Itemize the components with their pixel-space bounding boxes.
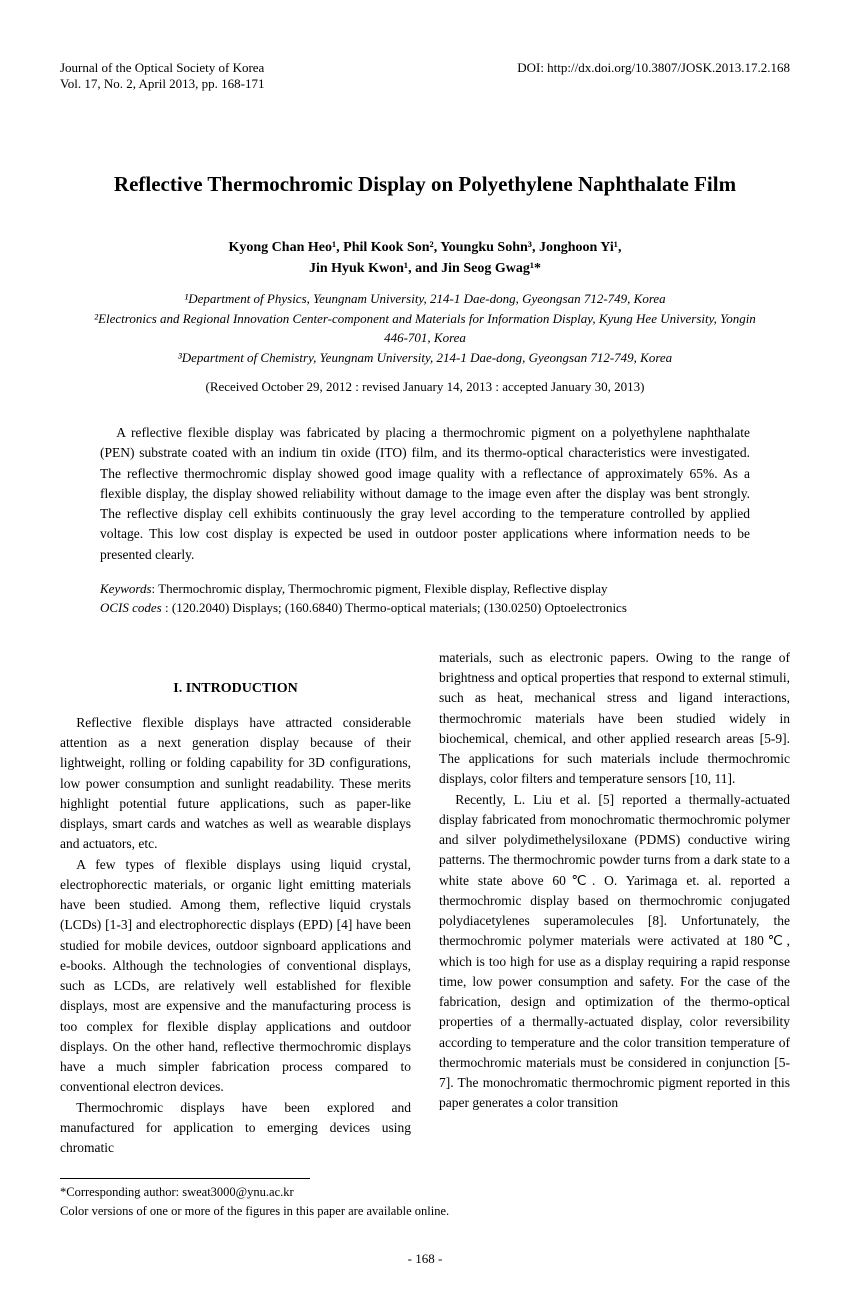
authors-line-2: Jin Hyuk Kwon¹, and Jin Seog Gwag¹*: [60, 258, 790, 279]
paragraph-1: Reflective flexible displays have attrac…: [60, 713, 411, 855]
body-columns: I. INTRODUCTION Reflective flexible disp…: [60, 648, 790, 1159]
paragraph-2: A few types of flexible displays using l…: [60, 855, 411, 1098]
ocis-text: : (120.2040) Displays; (160.6840) Thermo…: [162, 600, 627, 615]
affiliations: ¹Department of Physics, Yeungnam Univers…: [60, 289, 790, 367]
authors-line-1: Kyong Chan Heo¹, Phil Kook Son², Youngku…: [60, 237, 790, 258]
footnote-block: *Corresponding author: sweat3000@ynu.ac.…: [60, 1183, 790, 1221]
header-left: Journal of the Optical Society of Korea …: [60, 60, 265, 92]
issue-info: Vol. 17, No. 2, April 2013, pp. 168-171: [60, 76, 265, 92]
journal-name: Journal of the Optical Society of Korea: [60, 60, 265, 76]
header-row: Journal of the Optical Society of Korea …: [60, 60, 790, 92]
page-number: - 168 -: [60, 1251, 790, 1267]
affiliation-3: ³Department of Chemistry, Yeungnam Unive…: [90, 348, 760, 368]
paragraph-4: materials, such as electronic papers. Ow…: [439, 648, 790, 790]
keywords-label: Keywords: [100, 581, 152, 596]
paragraph-3: Thermochromic displays have been explore…: [60, 1098, 411, 1159]
footnote-separator: [60, 1178, 310, 1179]
page: Journal of the Optical Society of Korea …: [0, 0, 850, 1307]
ocis-line: OCIS codes : (120.2040) Displays; (160.6…: [100, 598, 750, 618]
column-left: I. INTRODUCTION Reflective flexible disp…: [60, 648, 411, 1159]
doi-text: DOI: http://dx.doi.org/10.3807/JOSK.2013…: [517, 60, 790, 76]
header-right: DOI: http://dx.doi.org/10.3807/JOSK.2013…: [517, 60, 790, 92]
keywords-block: Keywords: Thermochromic display, Thermoc…: [100, 579, 750, 618]
corresponding-author: *Corresponding author: sweat3000@ynu.ac.…: [60, 1183, 790, 1202]
submission-dates: (Received October 29, 2012 : revised Jan…: [60, 379, 790, 395]
section-title: I. INTRODUCTION: [60, 678, 411, 699]
affiliation-2: ²Electronics and Regional Innovation Cen…: [90, 309, 760, 348]
authors: Kyong Chan Heo¹, Phil Kook Son², Youngku…: [60, 237, 790, 279]
keywords-text: : Thermochromic display, Thermochromic p…: [152, 581, 608, 596]
ocis-label: OCIS codes: [100, 600, 162, 615]
column-right: materials, such as electronic papers. Ow…: [439, 648, 790, 1159]
keywords-line: Keywords: Thermochromic display, Thermoc…: [100, 579, 750, 599]
paragraph-5: Recently, L. Liu et al. [5] reported a t…: [439, 790, 790, 1114]
color-versions-note: Color versions of one or more of the fig…: [60, 1202, 790, 1221]
abstract-text: A reflective flexible display was fabric…: [100, 423, 750, 565]
paper-title: Reflective Thermochromic Display on Poly…: [60, 172, 790, 197]
affiliation-1: ¹Department of Physics, Yeungnam Univers…: [90, 289, 760, 309]
